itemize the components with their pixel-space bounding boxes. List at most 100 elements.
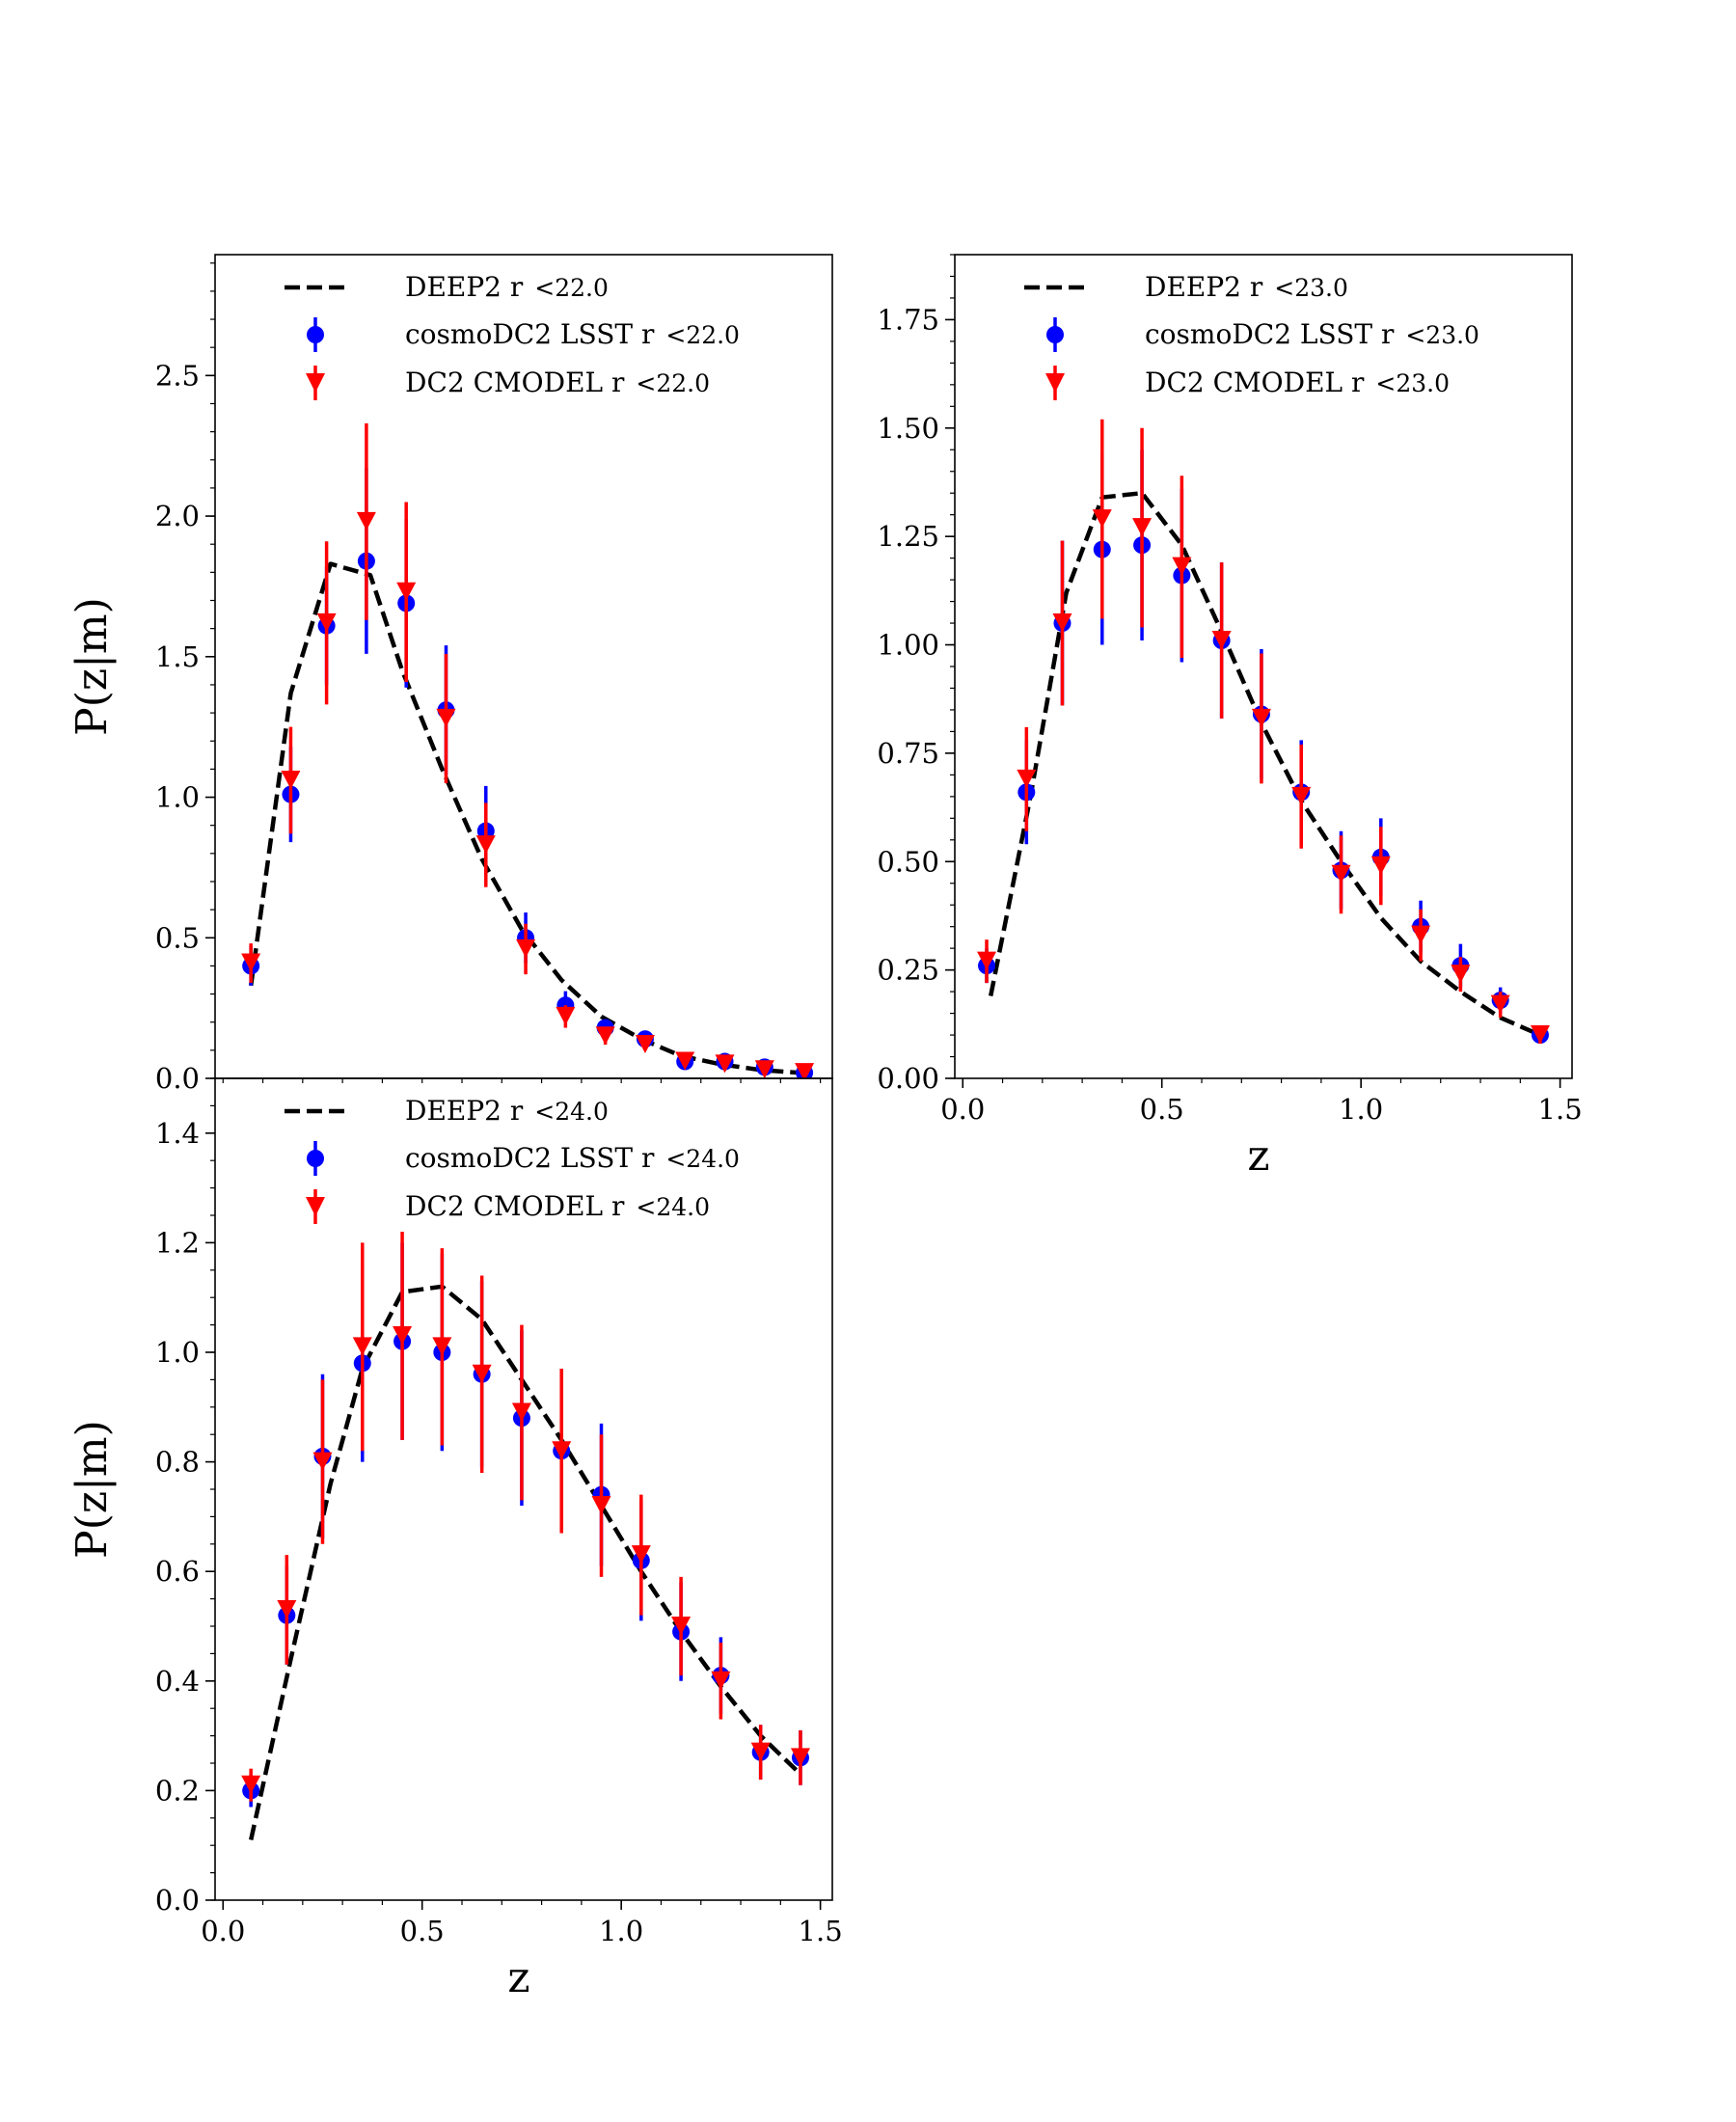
dc2-cmodel-point: [790, 1748, 810, 1767]
dc2-cmodel-point: [552, 1441, 572, 1460]
dc2-cmodel-point: [1092, 509, 1112, 529]
dc2-cmodel-point: [396, 582, 417, 601]
dc2-cmodel-point: [711, 1671, 731, 1690]
dc2-cmodel-point: [475, 835, 496, 855]
dc2-cmodel-point: [977, 951, 997, 970]
x-tick-label: 1.5: [799, 1915, 843, 1947]
dc2-cmodel-point: [432, 1337, 452, 1356]
legend-red-marker: [1045, 373, 1065, 393]
legend-label-cut: <24.0: [636, 1193, 710, 1221]
dc2-cmodel-point: [1411, 925, 1431, 944]
panel-top-left: 0.00.51.01.52.02.5P(z|m)DEEP2 r <22.0cosm…: [68, 254, 833, 1095]
dc2-cmodel-point: [1291, 786, 1312, 805]
panel-bottom-left: 0.0 0.2 0.4 0.6 0.8 1.0 1.2 1.4 0.0 0.5 1.0 1.5 z P(z…: [68, 1077, 843, 2002]
x-tick-label: 0.0: [940, 1093, 985, 1126]
y-tick-label: 0.2: [155, 1774, 200, 1807]
y-axis-label: P(z|m): [68, 597, 117, 736]
dc2-cmodel-point: [635, 1035, 655, 1054]
y-tick-label: 1.25: [877, 520, 939, 553]
legend-blue-marker: [307, 1150, 324, 1167]
legend-label: cosmoDC2 LSST r <23.0: [1145, 318, 1479, 350]
y-tick-label: 0.25: [877, 954, 939, 987]
y-tick-label: 1.0: [155, 1336, 200, 1369]
dc2-cmodel-point: [356, 511, 376, 530]
y-tick-label: 1.2: [155, 1226, 200, 1259]
y-tick-label: 0.0: [155, 1884, 200, 1917]
legend-label-main: DEEP2 r: [405, 271, 524, 303]
panel-top-right: 0.00 0.25 0.50 0.75 1.00 1.25 1.50 1.75 0.0 0.5 1.…: [877, 254, 1583, 1181]
y-tick-label: 0.5: [155, 921, 200, 954]
dc2-cmodel-point: [277, 1599, 297, 1619]
y-tick-label: 0.0: [155, 1062, 200, 1095]
dc2-cmodel-point: [556, 1006, 576, 1025]
legend-label-cut: <23.0: [1375, 369, 1450, 397]
dc2-cmodel-point: [472, 1364, 492, 1383]
dc2-cmodel-point: [393, 1325, 413, 1345]
legend-red-marker: [306, 373, 325, 393]
dc2-cmodel-point: [1132, 518, 1153, 537]
dc2-cmodel-point: [511, 1402, 531, 1422]
dc2-cmodel-point: [1331, 864, 1351, 884]
legend-label-cut: <22.0: [636, 369, 710, 397]
y-tick-label: 2.0: [155, 500, 200, 532]
legend-label-main: DC2 CMODEL r: [405, 367, 625, 398]
dc2-cmodel-point: [241, 953, 261, 972]
x-tick-label: 1.0: [1339, 1093, 1383, 1126]
legend-blue-marker: [307, 326, 324, 343]
y-tick-label: 1.0: [155, 781, 200, 814]
legend-label-main: cosmoDC2 LSST r: [1145, 318, 1395, 350]
dc2-cmodel-point: [750, 1742, 771, 1761]
data-layer: [241, 1232, 810, 1840]
y-tick-label: 0.8: [155, 1446, 200, 1479]
dc2-cmodel-point: [436, 708, 456, 727]
dc2-cmodel-point: [595, 1026, 615, 1046]
dc2-cmodel-point: [1251, 708, 1271, 727]
legend-label: DC2 CMODEL r <23.0: [1145, 367, 1450, 398]
dc2-cmodel-point: [1370, 856, 1391, 875]
data-layer: [241, 422, 815, 1078]
dc2-cmodel-point: [1052, 613, 1072, 633]
dc2-cmodel-point: [1172, 557, 1192, 576]
dc2-cmodel-point: [1017, 769, 1037, 788]
dc2-cmodel-point: [1211, 631, 1232, 650]
y-tick-label: 1.5: [155, 640, 200, 673]
legend-label-cut: <23.0: [1274, 274, 1348, 302]
legend-label-main: cosmoDC2 LSST r: [405, 1142, 655, 1174]
data-layer: [977, 419, 1550, 1045]
legend-label-cut: <22.0: [534, 274, 609, 302]
legend: DEEP2 r <22.0 cosmoDC2 LSST r <22.0 DC2 CMOD…: [285, 271, 740, 400]
x-tick-label: 0.5: [400, 1915, 445, 1947]
legend-label: DEEP2 r <23.0: [1145, 271, 1348, 303]
dc2-cmodel-point: [1490, 994, 1510, 1014]
y-tick-label: 1.50: [877, 412, 939, 445]
legend-label: DC2 CMODEL r <24.0: [405, 1190, 710, 1222]
legend-label-main: DC2 CMODEL r: [405, 1190, 625, 1222]
x-tick-label: 0.5: [1140, 1093, 1184, 1126]
y-tick-label: 1.00: [877, 629, 939, 662]
legend-label-cut: <23.0: [1405, 321, 1479, 349]
legend-label-cut: <24.0: [534, 1098, 609, 1126]
legend-label: cosmoDC2 LSST r <24.0: [405, 1142, 740, 1174]
x-tick-label: 1.0: [599, 1915, 643, 1947]
dc2-cmodel-point: [516, 939, 536, 958]
y-axis-label: P(z|m): [68, 1420, 117, 1559]
legend-red-marker: [306, 1197, 325, 1216]
dc2-cmodel-point: [675, 1051, 695, 1071]
legend-label-cut: <24.0: [665, 1145, 740, 1173]
legend-label: DEEP2 r <24.0: [405, 1095, 609, 1127]
y-tick-label: 0.6: [155, 1555, 200, 1588]
y-tick-label: 0.00: [877, 1062, 939, 1095]
legend-label-main: DC2 CMODEL r: [1145, 367, 1365, 398]
dc2-cmodel-point: [1530, 1025, 1550, 1045]
dc2-cmodel-point: [316, 612, 337, 632]
x-axis-label: z: [507, 1953, 529, 2002]
dc2-cmodel-point: [754, 1060, 774, 1078]
y-tick-label: 0.50: [877, 845, 939, 878]
dc2-cmodel-point: [631, 1545, 651, 1564]
legend-label-main: DEEP2 r: [405, 1095, 524, 1127]
dc2-cmodel-point: [281, 771, 301, 790]
legend-label: cosmoDC2 LSST r <22.0: [405, 318, 740, 350]
dc2-cmodel-point: [352, 1337, 372, 1356]
